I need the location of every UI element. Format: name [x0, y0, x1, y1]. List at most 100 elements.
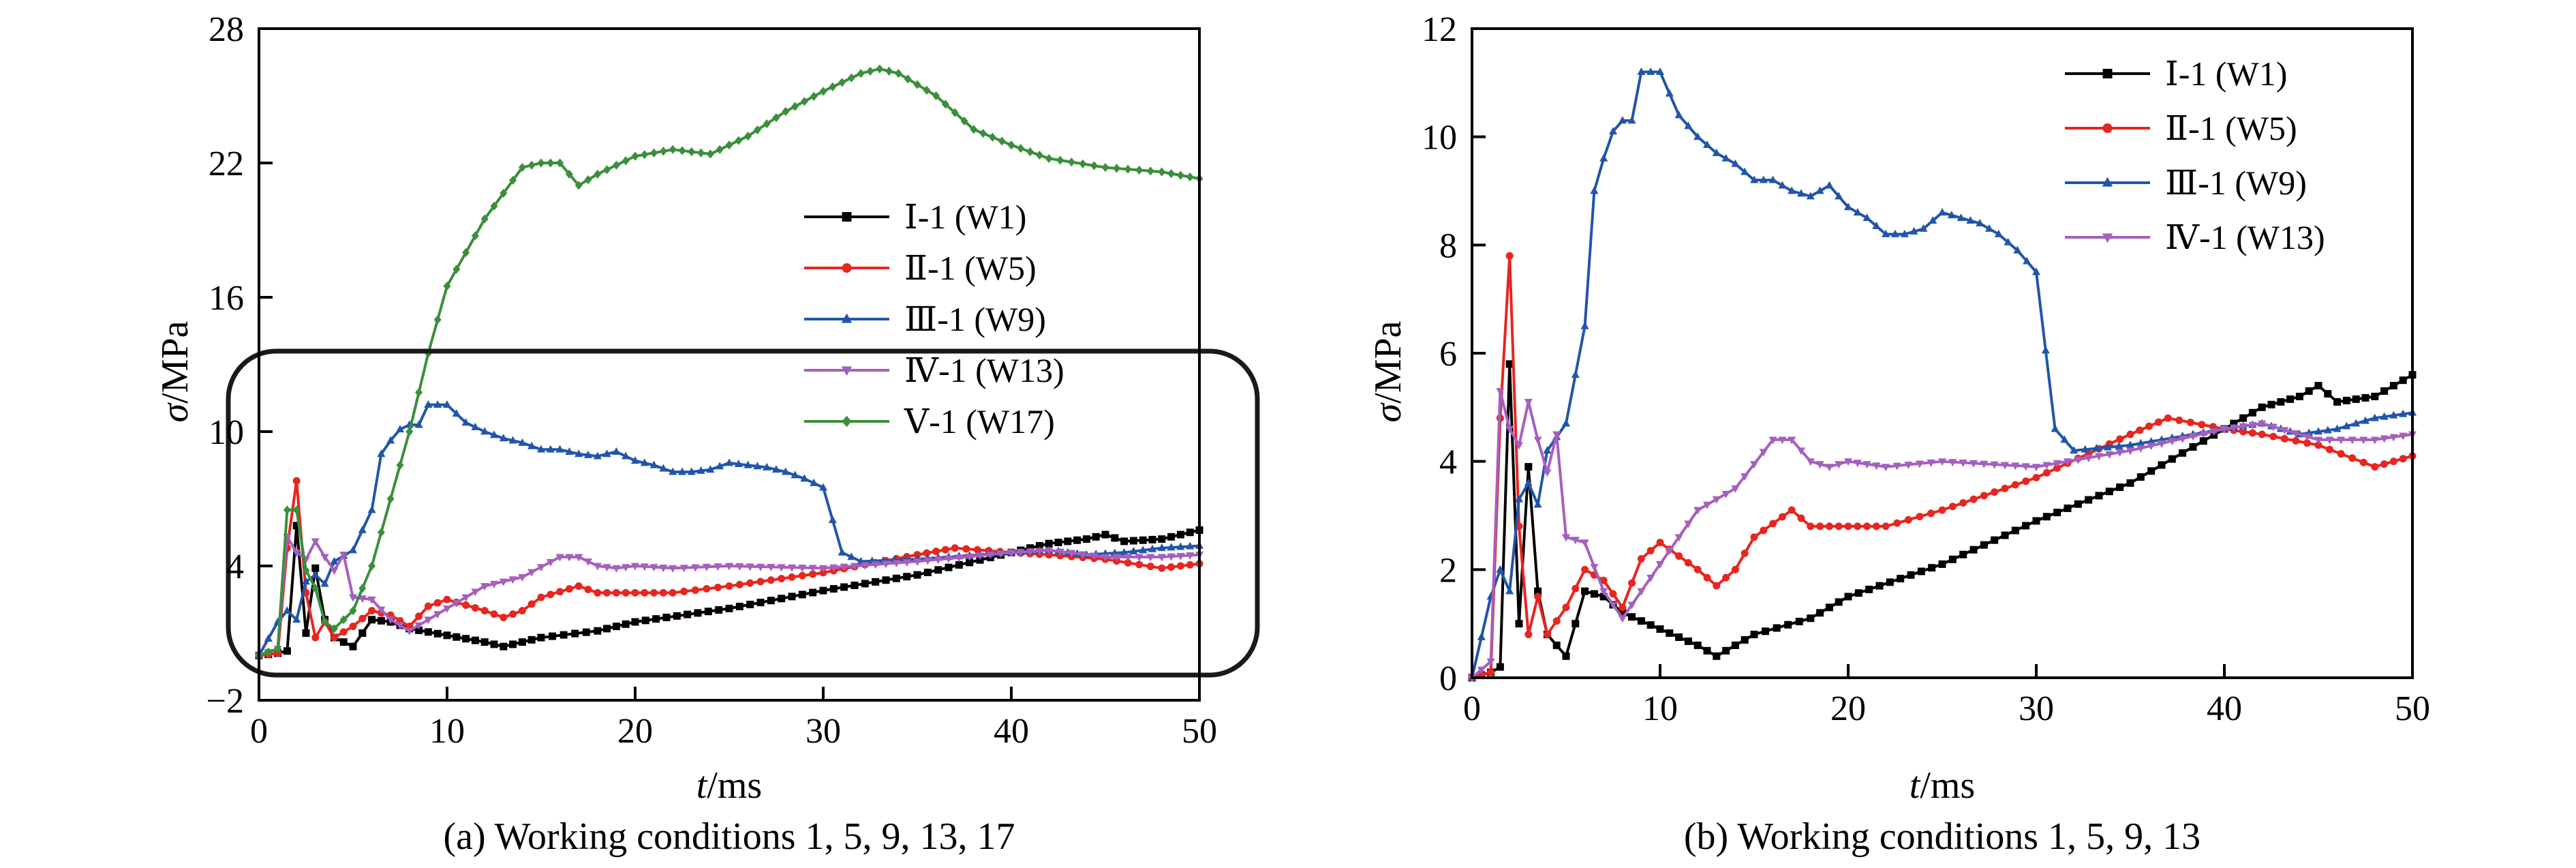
- data-point: [652, 615, 660, 623]
- data-point: [2291, 430, 2300, 438]
- data-point: [913, 558, 922, 567]
- series-markers-1: [1468, 360, 2417, 682]
- data-point: [819, 87, 827, 96]
- data-point: [998, 136, 1006, 146]
- data-point: [1938, 560, 1946, 568]
- data-point: [2389, 434, 2398, 442]
- data-point: [1759, 175, 1768, 183]
- data-point: [966, 558, 974, 567]
- data-point: [2053, 460, 2061, 468]
- data-point: [330, 624, 338, 633]
- data-point: [1552, 641, 1561, 649]
- data-point: [565, 554, 574, 562]
- data-point: [904, 74, 912, 84]
- data-point: [433, 611, 442, 619]
- data-point: [1609, 590, 1617, 598]
- data-point: [527, 600, 536, 608]
- data-point: [2389, 382, 2397, 390]
- data-point: [1496, 663, 1504, 671]
- data-point: [2209, 428, 2218, 436]
- data-point: [1157, 554, 1166, 562]
- data-point: [1712, 148, 1721, 156]
- data-point: [1186, 552, 1195, 560]
- data-point: [1750, 533, 1758, 541]
- data-point: [871, 561, 880, 569]
- data-point: [509, 175, 517, 185]
- legend-label: Ⅴ-1 (W17): [904, 402, 1055, 440]
- data-point: [1904, 462, 1913, 470]
- data-point: [677, 467, 687, 475]
- data-point: [2092, 444, 2101, 452]
- data-point: [489, 430, 499, 438]
- data-point: [508, 436, 517, 444]
- data-point: [320, 554, 329, 562]
- y-tick-label: 4: [1439, 443, 1457, 482]
- data-point: [2280, 427, 2289, 435]
- data-point: [461, 594, 470, 602]
- data-point: [2248, 421, 2257, 430]
- data-point: [2198, 421, 2206, 429]
- data-point: [1580, 539, 1589, 548]
- data-point: [680, 587, 688, 595]
- data-point: [1619, 603, 1627, 612]
- ticks-b: 0 10 20 30 40 50 0 2 4 6 8 10 12: [1422, 10, 2430, 728]
- data-point: [330, 556, 339, 565]
- legend-marker: [841, 313, 853, 323]
- data-point: [1054, 539, 1062, 547]
- data-point: [2220, 425, 2229, 434]
- data-point: [1514, 442, 1524, 450]
- data-point: [1937, 458, 1947, 466]
- data-point: [809, 588, 817, 597]
- data-point: [763, 119, 771, 129]
- data-point: [2145, 422, 2153, 430]
- data-point: [2085, 496, 2093, 504]
- data-point: [311, 584, 320, 593]
- ticks-a: 0 10 20 30 40 50 −2 4 10 16 22 28: [206, 10, 1217, 751]
- data-point: [1515, 620, 1523, 628]
- data-point: [367, 596, 376, 604]
- data-point: [641, 150, 649, 160]
- data-point: [1637, 617, 1645, 625]
- data-point: [395, 622, 405, 630]
- data-point: [593, 451, 602, 460]
- data-point: [2070, 446, 2079, 454]
- data-point: [1092, 533, 1100, 541]
- legend-marker: [842, 263, 852, 273]
- data-point: [1865, 585, 1873, 593]
- data-point: [274, 644, 282, 654]
- data-point: [1835, 461, 1843, 469]
- data-point: [1969, 460, 1978, 468]
- data-point: [556, 158, 564, 168]
- data-point: [787, 564, 797, 572]
- data-point: [1581, 565, 1589, 573]
- data-point: [377, 528, 385, 537]
- data-point: [941, 545, 949, 554]
- data-point: [2042, 468, 2051, 477]
- data-point: [1904, 515, 1912, 524]
- data-point: [2359, 458, 2367, 466]
- data-point: [1929, 216, 1937, 224]
- data-point: [433, 629, 442, 638]
- data-point: [829, 585, 838, 593]
- chart-panel-a: 0 10 20 30 40 50 −2 4 10 16 22 28 t/ms σ/MPa (a) Wo…: [154, 10, 1260, 858]
- data-point: [944, 555, 953, 563]
- data-point: [1980, 460, 1989, 468]
- data-point: [1120, 548, 1129, 556]
- y-tick-label: 28: [209, 10, 244, 49]
- data-point: [582, 628, 590, 636]
- data-point: [565, 585, 573, 593]
- data-point: [840, 583, 848, 591]
- data-point: [1915, 460, 1924, 468]
- data-point: [2199, 430, 2208, 438]
- data-point: [1026, 147, 1034, 157]
- data-point: [649, 460, 658, 468]
- data-point: [850, 581, 859, 589]
- data-point: [1599, 153, 1608, 162]
- data-point: [1514, 494, 1524, 503]
- data-point: [500, 642, 508, 650]
- data-point: [2348, 436, 2357, 445]
- y-tick-label: −2: [206, 682, 244, 721]
- data-point: [1788, 436, 1796, 445]
- data-point: [1655, 561, 1665, 569]
- data-point: [1721, 153, 1730, 162]
